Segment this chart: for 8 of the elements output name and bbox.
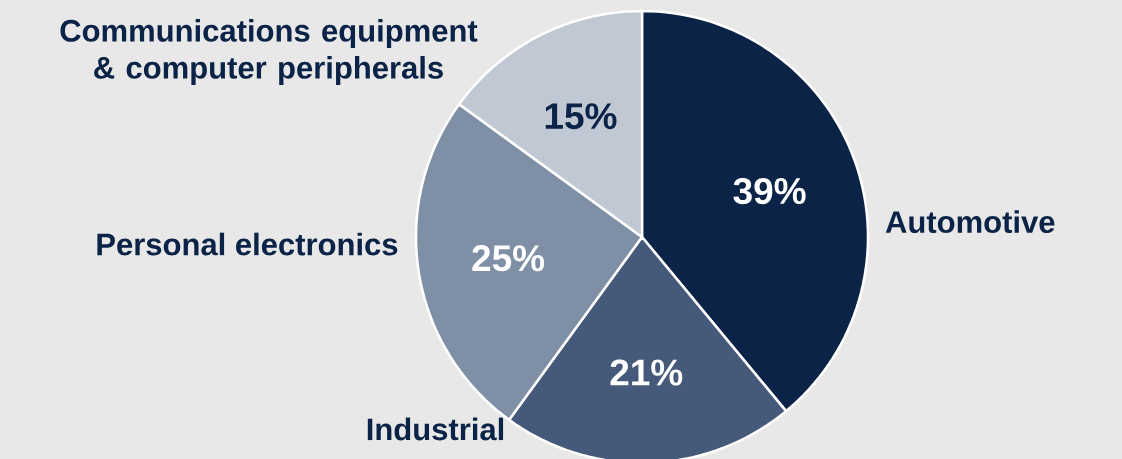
- data-label: 21%: [610, 359, 683, 386]
- slice-label: Communications equipment & computer peripherals: [60, 19, 478, 85]
- data-label: 15%: [545, 103, 617, 130]
- slice-label: Personal electronics: [97, 232, 398, 256]
- data-label: 25%: [472, 245, 545, 272]
- data-label: 39%: [733, 177, 806, 205]
- slice-label: Automotive: [885, 210, 1055, 234]
- slice-label: Industrial: [367, 417, 504, 441]
